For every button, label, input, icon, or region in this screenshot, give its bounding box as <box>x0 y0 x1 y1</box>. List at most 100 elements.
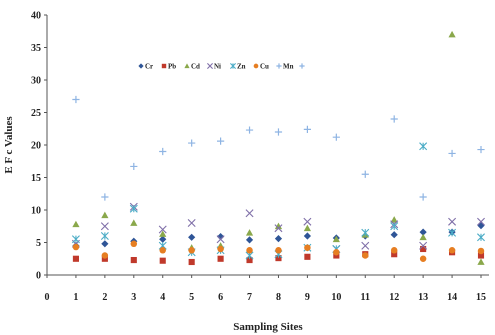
point-cu <box>419 255 427 262</box>
point-pb <box>420 245 427 253</box>
legend-label-pb: Pb <box>168 63 176 71</box>
x-tick-label: 6 <box>218 292 223 303</box>
point-mn <box>477 145 485 154</box>
legend-label-cr: Cr <box>145 63 153 71</box>
legend-label-cu: Cu <box>260 63 269 71</box>
point-ni <box>216 235 225 244</box>
point-cu <box>188 247 195 254</box>
point-mn <box>188 139 196 147</box>
point-ni <box>448 217 457 226</box>
x-tick-label: 14 <box>447 292 457 303</box>
point-ni <box>419 241 428 250</box>
y-axis-title: E F c Values <box>3 116 15 174</box>
point-cr <box>217 233 225 241</box>
point-pb <box>391 251 398 258</box>
point-pb <box>159 257 166 264</box>
x-tick-label: 13 <box>418 292 428 303</box>
point-mn <box>390 115 398 123</box>
y-tick-label: 0 <box>36 271 41 282</box>
point-cu <box>390 247 398 254</box>
point-cd <box>274 222 283 230</box>
x-axis-ticks: 0 1 2 3 4 5 6 7 8 9 10 11 12 13 14 15 <box>45 275 486 303</box>
legend-label-zn: Zn <box>237 63 246 71</box>
point-cr <box>245 236 254 244</box>
series-pb <box>72 245 485 266</box>
point-zn <box>390 222 399 231</box>
point-cr <box>419 228 427 236</box>
point-pb <box>188 258 195 266</box>
point-ni <box>245 209 254 218</box>
point-cr <box>101 240 109 248</box>
point-zn <box>477 233 485 242</box>
point-cd <box>130 219 138 226</box>
point-ni <box>274 224 283 233</box>
series-mn <box>72 95 485 201</box>
point-cd <box>448 30 456 38</box>
x-tick-label: 3 <box>131 292 136 303</box>
point-cd <box>72 220 80 228</box>
point-cu <box>275 247 282 254</box>
y-tick-label: 35 <box>31 43 41 54</box>
point-cu <box>217 245 224 253</box>
point-mn <box>448 149 456 158</box>
data-points <box>71 30 485 266</box>
point-cd <box>101 211 109 219</box>
legend-label-cd: Cd <box>191 63 200 71</box>
x-tick-label: 1 <box>73 292 78 303</box>
point-cu <box>72 243 80 251</box>
series-cu <box>72 240 485 262</box>
legend-marker-mn <box>276 63 282 69</box>
y-tick-label: 15 <box>31 173 41 184</box>
point-cu <box>333 249 340 256</box>
point-mn <box>72 95 80 104</box>
point-cu <box>130 240 138 248</box>
point-cd <box>159 230 167 237</box>
y-tick-label: 5 <box>36 238 41 249</box>
point-pb <box>101 255 108 262</box>
point-mn <box>245 126 254 134</box>
point-pb <box>304 253 311 260</box>
point-pb <box>333 252 340 259</box>
point-cd <box>245 229 254 236</box>
point-ni <box>100 222 109 231</box>
point-cu <box>362 252 369 259</box>
point-ni <box>187 219 196 227</box>
legend-marker-extra <box>299 63 305 69</box>
point-pb <box>275 255 282 262</box>
point-mn <box>217 137 225 145</box>
y-tick-label: 20 <box>31 141 41 152</box>
point-cd <box>303 224 311 232</box>
point-pb <box>72 255 79 262</box>
point-cu <box>448 247 456 254</box>
point-mn <box>274 128 283 136</box>
point-pb <box>217 255 224 262</box>
point-cu <box>477 247 485 255</box>
legend-marker-pb <box>161 63 167 69</box>
legend-marker-cd <box>184 63 190 69</box>
point-mn <box>303 125 311 133</box>
x-tick-label: 4 <box>160 292 165 303</box>
point-cr <box>303 232 311 240</box>
point-ni <box>303 217 312 226</box>
legend-label-mn: Mn <box>283 63 294 71</box>
point-cu <box>304 244 311 251</box>
x-tick-label: 0 <box>45 292 50 303</box>
point-pb <box>246 256 253 264</box>
x-axis-title: Sampling Sites <box>233 321 303 333</box>
point-zn <box>100 232 109 240</box>
point-cu <box>246 247 253 254</box>
point-cd <box>419 233 427 241</box>
legend-marker-cu <box>253 63 259 69</box>
point-zn <box>361 228 370 237</box>
point-mn <box>332 133 340 141</box>
legend-marker-ni <box>207 63 213 69</box>
x-tick-label: 10 <box>331 292 341 303</box>
point-cu <box>101 252 109 259</box>
point-cd <box>390 216 398 223</box>
point-ni <box>477 217 485 226</box>
x-tick-label: 8 <box>276 292 281 303</box>
point-zn <box>71 235 80 244</box>
point-cd <box>332 235 340 243</box>
point-cr <box>477 222 485 230</box>
